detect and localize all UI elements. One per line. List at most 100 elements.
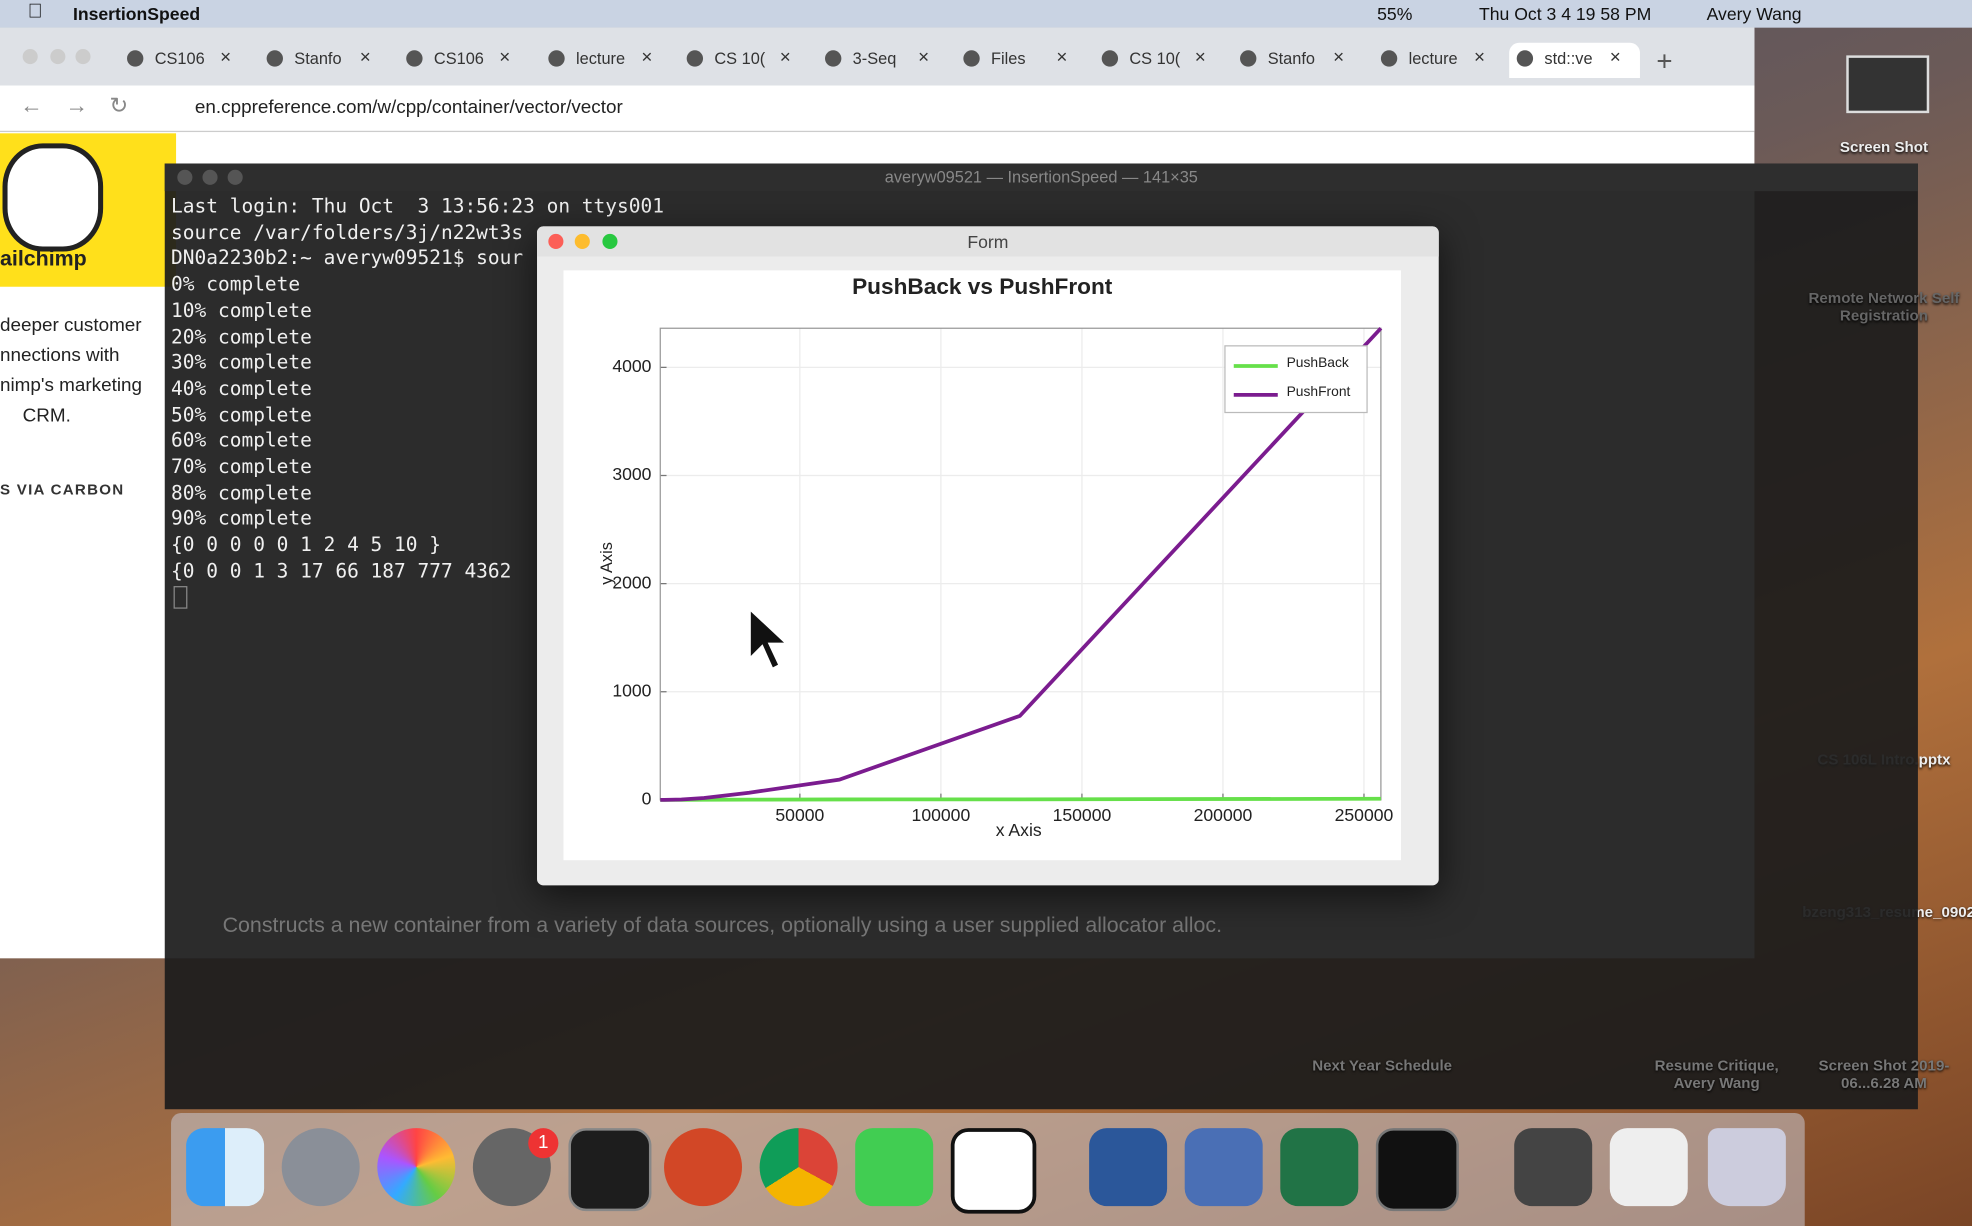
tab[interactable]: std::ve ×: [1509, 42, 1640, 78]
excel-icon[interactable]: [1280, 1128, 1359, 1207]
trash-icon[interactable]: [1707, 1128, 1786, 1207]
window-button[interactable]: [22, 49, 38, 65]
desktop-icon-label[interactable]: Resume Critique, Avery Wang: [1654, 1056, 1779, 1092]
tab[interactable]: 3-Seq ×: [817, 43, 948, 78]
launchpad-icon[interactable]: [281, 1128, 360, 1207]
series-line: [660, 796, 1381, 802]
desktop-icon[interactable]: [1846, 55, 1930, 114]
forward-button[interactable]: →: [65, 93, 89, 119]
printer-icon[interactable]: [1514, 1128, 1593, 1207]
legend-box: [1224, 345, 1368, 414]
terminal-line: Last login: Thu Oct 3 13:56:23 on ttys00…: [171, 194, 664, 218]
document-icon[interactable]: [1609, 1128, 1688, 1207]
tab-title: lecture: [576, 49, 626, 68]
chart-title: PushBack vs PushFront: [852, 274, 1113, 299]
terminal-line: 60% complete: [171, 429, 312, 452]
quicktime-icon[interactable]: [1184, 1128, 1263, 1207]
notification-badge: 1: [528, 1128, 559, 1159]
window-button[interactable]: [75, 49, 91, 65]
tab-icon: [548, 50, 565, 67]
y-tick-label: 2000: [612, 572, 651, 592]
tab-icon: [825, 50, 842, 67]
desktop-icon-label[interactable]: Screen Shot 2019-06...6.28 AM: [1818, 1056, 1950, 1092]
window-button[interactable]: [50, 49, 66, 65]
x-axis-label: x Axis: [996, 820, 1042, 840]
minimize-button[interactable]: [574, 233, 590, 250]
desktop-icon-label[interactable]: Next Year Schedule: [1312, 1056, 1453, 1075]
tab-close[interactable]: ×: [499, 46, 511, 68]
battery[interactable]: 55%: [1377, 3, 1413, 24]
tab-bar: CS106 × Stanfo × CS106 × lecture × CS 10(× 3-Seq ×…: [0, 27, 1755, 86]
powerpoint-icon[interactable]: [664, 1128, 743, 1207]
app-name[interactable]: InsertionSpeed: [72, 3, 201, 24]
tab-title: lecture: [1408, 49, 1458, 68]
finder-icon[interactable]: [186, 1128, 265, 1207]
tab-close[interactable]: ×: [1056, 46, 1068, 68]
ad-text: nimp's marketing: [0, 374, 142, 397]
address-bar: ← → ↻ en.cppreference.com/w/cpp/containe…: [0, 85, 1755, 133]
terminal-icon[interactable]: [568, 1128, 652, 1212]
tab-close[interactable]: ×: [918, 46, 930, 68]
y-tick-label: 3000: [612, 464, 651, 484]
terminal-line: 20% complete: [171, 325, 312, 348]
user-name[interactable]: Avery Wang: [1706, 3, 1802, 24]
window-button[interactable]: [202, 169, 218, 185]
close-button[interactable]: [548, 233, 564, 250]
apple-menu[interactable]: : [28, 1, 43, 24]
window-button[interactable]: [177, 169, 193, 185]
y-axis-label: y Axis: [598, 542, 616, 585]
tab-close[interactable]: ×: [1194, 46, 1206, 68]
window-button[interactable]: [227, 169, 243, 185]
ad-footer[interactable]: S VIA CARBON: [0, 480, 125, 499]
tab-icon: [1516, 50, 1534, 67]
tab[interactable]: lecture ×: [1373, 43, 1504, 78]
tab-close[interactable]: ×: [779, 46, 791, 68]
y-tick-label: 1000: [612, 680, 651, 700]
terminal-line: 10% complete: [171, 299, 312, 322]
tab[interactable]: lecture ×: [541, 43, 672, 78]
back-button[interactable]: ←: [20, 93, 43, 119]
photos-icon[interactable]: [377, 1128, 456, 1207]
tab-title: Files: [991, 49, 1026, 68]
tab[interactable]: Stanfo ×: [259, 43, 390, 78]
chrome-icon[interactable]: [759, 1128, 838, 1207]
desktop-icon-label[interactable]: Remote Network Self Registration: [1808, 289, 1960, 325]
desktop-icon-label[interactable]: Screen Shot: [1839, 138, 1928, 156]
tab-close[interactable]: ×: [1609, 46, 1621, 68]
tab[interactable]: CS 10( ×: [679, 43, 810, 78]
new-tab[interactable]: +: [1656, 45, 1673, 77]
x-tick-label: 100000: [912, 805, 971, 825]
ad-banner: ailchimp: [0, 133, 177, 287]
tab[interactable]: Stanfo ×: [1232, 43, 1363, 78]
terminal-line: DN0a2230b2:~ averyw09521$ sour: [171, 246, 524, 270]
tab-title: Stanfo: [1267, 49, 1315, 68]
tab-close[interactable]: ×: [220, 46, 232, 68]
ad-panel: ailchimp deeper customer nnections with ni…: [0, 133, 177, 956]
tab[interactable]: CS106 ×: [119, 43, 250, 78]
tab[interactable]: CS106 ×: [399, 43, 530, 78]
word-icon[interactable]: [1089, 1128, 1168, 1207]
exec-icon[interactable]: [1375, 1128, 1459, 1212]
x-tick-label: 200000: [1194, 805, 1253, 825]
url[interactable]: en.cppreference.com/w/cpp/container/vect…: [194, 96, 623, 119]
reload-button[interactable]: ↻: [109, 93, 129, 119]
ad-brand[interactable]: ailchimp: [0, 246, 87, 271]
tab[interactable]: Files ×: [956, 43, 1087, 78]
dock: 1: [171, 1113, 1805, 1226]
legend-label: PushBack: [1287, 354, 1349, 370]
qt-creator-icon[interactable]: [855, 1128, 934, 1207]
clock[interactable]: Thu Oct 3 4 19 58 PM: [1478, 3, 1652, 24]
tab[interactable]: CS 10(×: [1094, 43, 1225, 78]
tab-icon: [1240, 50, 1257, 67]
notion-icon[interactable]: [950, 1128, 1037, 1214]
tab-close[interactable]: ×: [1473, 46, 1485, 68]
terminal-line: 30% complete: [171, 351, 312, 374]
zoom-button[interactable]: [602, 233, 618, 250]
tab-title: CS 10(: [714, 49, 766, 68]
y-tick-label: 4000: [612, 356, 651, 376]
terminal-line: {0 0 0 1 3 17 66 187 777 4362: [171, 559, 512, 583]
tab-close[interactable]: ×: [359, 46, 371, 68]
tab-close[interactable]: ×: [641, 46, 653, 68]
tab-close[interactable]: ×: [1333, 46, 1345, 68]
